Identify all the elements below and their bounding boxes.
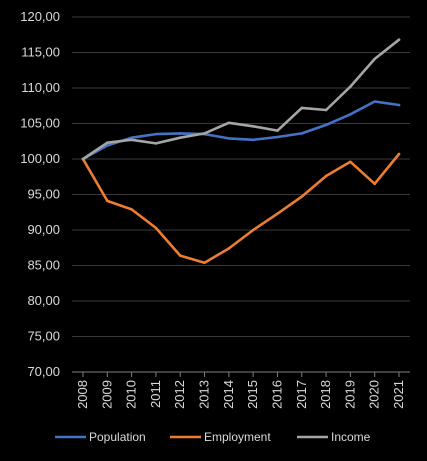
x-tick-label: 2008	[75, 380, 90, 409]
x-tick-label: 2021	[391, 380, 406, 409]
data-point-population	[300, 132, 304, 135]
data-point-income	[130, 138, 133, 142]
data-point-population	[130, 136, 133, 139]
data-point-employment	[349, 160, 352, 164]
data-point-population	[227, 137, 231, 140]
series-lines	[81, 38, 401, 265]
x-tick-label: 2009	[99, 380, 114, 409]
data-point-income	[276, 129, 279, 132]
data-point-income	[397, 38, 401, 42]
data-point-population	[251, 138, 255, 142]
data-point-income	[251, 125, 255, 128]
data-point-income	[106, 141, 109, 144]
y-tick-label: 75,00	[27, 329, 60, 344]
x-tick-label: 2014	[221, 380, 236, 409]
y-tick-label: 95,00	[27, 187, 60, 202]
y-tick-label: 110,00	[21, 80, 60, 95]
x-tick-label: 2020	[367, 380, 382, 409]
data-point-income	[349, 85, 352, 88]
x-tick-label: 2010	[124, 380, 139, 409]
x-tick-label: 2015	[245, 380, 260, 409]
y-tick-label: 70,00	[27, 364, 60, 379]
data-point-employment	[373, 182, 376, 186]
data-point-income	[373, 57, 376, 61]
data-point-employment	[276, 212, 279, 215]
data-point-employment	[106, 199, 109, 203]
legend: Population Employment Income	[55, 430, 371, 444]
data-point-employment	[178, 254, 182, 257]
data-point-income	[324, 108, 328, 112]
data-point-population	[397, 103, 401, 107]
x-tick-label: 2016	[269, 380, 284, 409]
data-point-employment	[251, 228, 255, 232]
data-point-employment	[324, 174, 328, 178]
y-tick-label: 85,00	[27, 258, 60, 273]
data-point-employment	[154, 226, 158, 230]
data-point-population	[373, 100, 376, 103]
data-point-income	[81, 157, 85, 161]
data-point-income	[178, 136, 182, 139]
y-tick-label: 90,00	[27, 222, 60, 237]
x-tick-label: 2018	[318, 380, 333, 409]
y-tick-label: 80,00	[27, 293, 60, 308]
data-point-population	[154, 132, 158, 136]
data-point-income	[227, 121, 231, 125]
x-tick-label: 2013	[197, 380, 212, 409]
gridlines	[72, 16, 410, 337]
data-point-population	[276, 135, 279, 139]
legend-label-population: Population	[89, 430, 146, 444]
data-point-employment	[397, 152, 401, 156]
series-line-income	[81, 38, 401, 161]
data-point-employment	[130, 208, 133, 211]
data-point-income	[203, 132, 206, 135]
data-point-population	[324, 123, 328, 127]
axes: 70,00 75,00 80,00 85,00 90,00 95,00 100,00 105,…	[20, 9, 410, 409]
data-point-population	[178, 132, 182, 135]
series-line-population	[81, 100, 401, 161]
y-tick-label: 115,00	[21, 45, 60, 60]
data-point-population	[349, 112, 352, 116]
x-tick-label: 2011	[148, 380, 163, 408]
y-tick-label: 120,00	[20, 9, 60, 24]
series-line-employment	[81, 152, 401, 265]
x-tick-label: 2012	[172, 380, 187, 409]
data-point-employment	[203, 261, 206, 264]
legend-label-income: Income	[331, 430, 371, 444]
data-point-income	[300, 106, 304, 110]
x-tick-label: 2019	[342, 380, 357, 409]
data-point-employment	[227, 247, 231, 250]
data-point-income	[154, 142, 158, 145]
data-point-employment	[300, 195, 304, 198]
y-tick-label: 100,00	[20, 151, 60, 166]
legend-label-employment: Employment	[204, 430, 271, 444]
y-tick-label: 105,00	[20, 116, 60, 131]
data-point-population	[106, 144, 109, 147]
x-tick-label: 2017	[294, 380, 309, 409]
